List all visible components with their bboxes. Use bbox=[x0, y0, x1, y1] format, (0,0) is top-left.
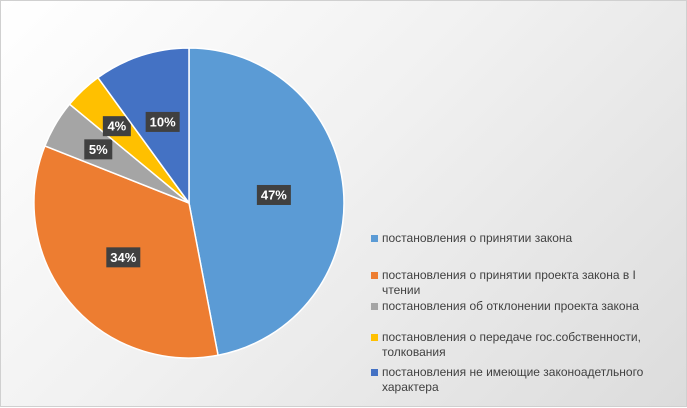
legend-item: постановления о передаче гос.собственнос… bbox=[371, 330, 676, 365]
data-label-text: 34% bbox=[110, 250, 136, 265]
legend-swatch bbox=[371, 334, 378, 341]
legend-swatch bbox=[371, 369, 378, 376]
legend-label: постановления не имеющие законоадетльног… bbox=[382, 365, 644, 394]
data-label-box bbox=[106, 247, 141, 268]
data-label: 10% bbox=[145, 111, 180, 132]
data-label-box bbox=[102, 116, 131, 137]
legend-item: постановления не имеющие законоадетльног… bbox=[371, 365, 676, 396]
data-label-text: 10% bbox=[150, 114, 176, 129]
legend-swatch bbox=[371, 235, 378, 242]
data-label: 4% bbox=[102, 116, 131, 137]
data-label-box bbox=[256, 184, 291, 205]
pie-slice bbox=[96, 47, 190, 206]
data-label-text: 5% bbox=[89, 142, 108, 157]
data-label: 47% bbox=[256, 184, 291, 205]
legend-label: постановления о передаче гос.собственнос… bbox=[382, 330, 641, 359]
legend-label: постановления об отклонении проекта зако… bbox=[382, 299, 639, 313]
legend-item: постановления о принятии закона bbox=[371, 231, 676, 268]
legend-swatch bbox=[371, 272, 378, 279]
legend-label: постановления о принятии проекта закона … bbox=[382, 268, 636, 297]
legend-swatch bbox=[371, 303, 378, 310]
legend: постановления о принятии закона постанов… bbox=[371, 231, 676, 396]
legend-label: постановления о принятии закона bbox=[382, 231, 573, 245]
legend-item: постановления об отклонении проекта зако… bbox=[371, 299, 676, 330]
data-label-text: 4% bbox=[107, 119, 126, 134]
data-label: 5% bbox=[84, 139, 113, 160]
data-label-text: 47% bbox=[261, 187, 287, 202]
data-label: 34% bbox=[106, 247, 141, 268]
legend-item: постановления о принятии проекта закона … bbox=[371, 268, 676, 299]
data-label-box bbox=[145, 111, 180, 132]
data-label-box bbox=[84, 139, 113, 160]
